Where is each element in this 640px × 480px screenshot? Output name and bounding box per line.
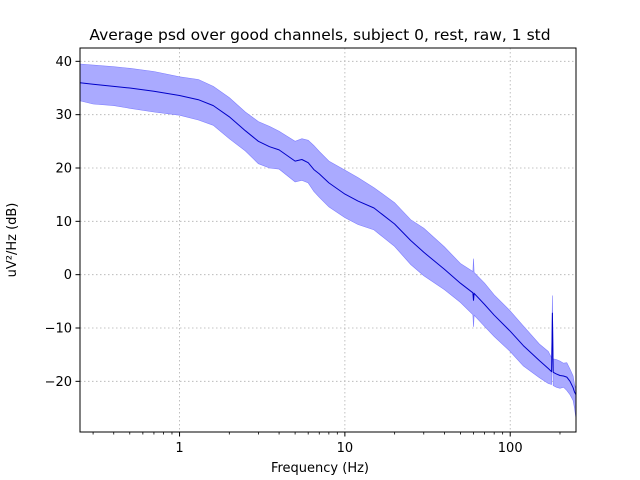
x-tick-label: 100 <box>498 441 523 456</box>
y-tick-label: −20 <box>45 375 72 390</box>
plot-frame <box>79 47 577 433</box>
y-tick-label: −10 <box>45 322 72 337</box>
x-tick-label: 1 <box>175 441 183 456</box>
x-axis-label: Frequency (Hz) <box>271 461 369 476</box>
x-tick-label: 10 <box>337 441 354 456</box>
y-tick-label: 10 <box>55 215 72 230</box>
y-tick-label: 40 <box>55 55 72 70</box>
mean-psd-line <box>79 82 577 395</box>
y-tick-label: 30 <box>55 108 72 123</box>
chart-title: Average psd over good channels, subject … <box>89 26 550 44</box>
y-axis-label: uV²/Hz (dB) <box>5 203 20 278</box>
y-tick-label: 20 <box>55 162 72 177</box>
y-tick-label: 0 <box>64 268 72 283</box>
